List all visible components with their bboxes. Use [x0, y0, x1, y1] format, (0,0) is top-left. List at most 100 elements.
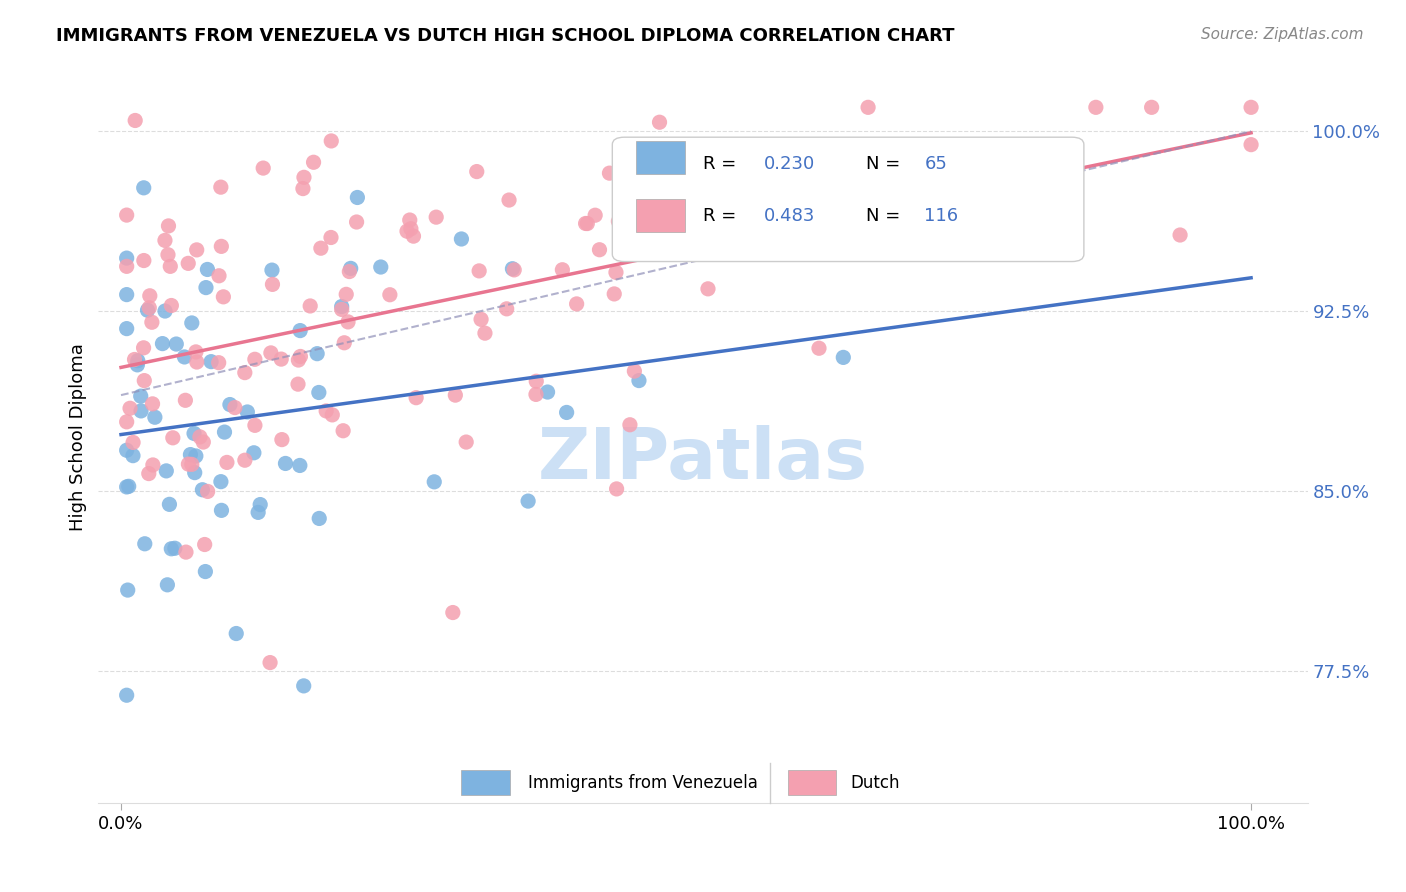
Point	[127, 353, 149, 368]
Point	[287, 353, 309, 368]
Point	[197, 484, 219, 499]
Point	[152, 336, 174, 351]
Point	[215, 455, 238, 469]
Point	[174, 545, 197, 559]
Point	[346, 215, 368, 229]
Point	[124, 113, 146, 128]
Point	[211, 503, 233, 517]
FancyBboxPatch shape	[613, 137, 1084, 261]
Point	[321, 408, 343, 422]
Point	[155, 464, 177, 478]
Text: N =: N =	[866, 155, 907, 173]
Point	[224, 401, 246, 415]
Point	[153, 304, 176, 318]
Point	[817, 147, 839, 161]
Point	[117, 583, 139, 598]
Point	[832, 351, 855, 365]
Point	[423, 475, 446, 489]
Point	[425, 210, 447, 224]
Point	[129, 389, 152, 403]
Point	[184, 344, 207, 359]
Point	[299, 299, 322, 313]
Point	[474, 326, 496, 340]
Point	[378, 287, 401, 301]
Point	[319, 230, 342, 244]
Point	[177, 457, 200, 471]
Point	[574, 217, 596, 231]
Point	[503, 263, 526, 277]
Bar	[637, 141, 685, 174]
Text: 65: 65	[924, 155, 948, 173]
Point	[157, 497, 180, 511]
Point	[321, 134, 343, 148]
Point	[124, 352, 146, 367]
Point	[555, 405, 578, 419]
Point	[456, 435, 478, 450]
Point	[524, 374, 547, 388]
Point	[197, 262, 219, 277]
Point	[260, 346, 283, 360]
Point	[194, 565, 217, 579]
Point	[186, 355, 208, 369]
Point	[156, 578, 179, 592]
Point	[163, 541, 186, 556]
Point	[115, 480, 138, 494]
Text: Immigrants from Venezuela: Immigrants from Venezuela	[527, 774, 758, 792]
Point	[536, 385, 558, 400]
Point	[162, 431, 184, 445]
Point	[233, 453, 256, 467]
Point	[1168, 227, 1191, 242]
Point	[209, 239, 232, 253]
Point	[346, 190, 368, 204]
Point	[209, 180, 232, 194]
Point	[337, 315, 360, 329]
Point	[115, 251, 138, 265]
Point	[156, 248, 179, 262]
Point	[270, 352, 292, 367]
Point	[173, 350, 195, 364]
Point	[524, 387, 547, 401]
Text: 0.230: 0.230	[763, 155, 814, 173]
Y-axis label: High School Diploma: High School Diploma	[69, 343, 87, 531]
Point	[132, 341, 155, 355]
Point	[405, 391, 427, 405]
Point	[208, 268, 231, 283]
Point	[183, 466, 205, 480]
Point	[450, 232, 472, 246]
Point	[165, 337, 187, 351]
Point	[115, 260, 138, 274]
Point	[270, 433, 292, 447]
Text: R =: R =	[703, 207, 742, 225]
Point	[444, 388, 467, 402]
Point	[160, 298, 183, 312]
Point	[583, 208, 606, 222]
Point	[697, 282, 720, 296]
Bar	[637, 199, 685, 232]
Point	[308, 385, 330, 400]
Point	[249, 498, 271, 512]
Point	[262, 277, 284, 292]
Point	[292, 679, 315, 693]
Point	[259, 656, 281, 670]
Point	[129, 404, 152, 418]
Point	[132, 253, 155, 268]
Point	[302, 155, 325, 169]
Point	[194, 280, 217, 294]
Point	[225, 626, 247, 640]
Point	[212, 290, 235, 304]
Point	[330, 302, 353, 317]
Point	[627, 374, 650, 388]
Point	[605, 265, 627, 279]
Point	[598, 166, 620, 180]
Point	[290, 350, 312, 364]
Point	[606, 482, 628, 496]
Point	[252, 161, 274, 175]
Point	[335, 287, 357, 301]
Point	[134, 537, 156, 551]
Point	[1005, 178, 1028, 193]
Point	[138, 467, 160, 481]
Point	[339, 261, 361, 276]
Text: R =: R =	[703, 155, 742, 173]
Text: 0.483: 0.483	[763, 207, 815, 225]
Point	[607, 214, 630, 228]
